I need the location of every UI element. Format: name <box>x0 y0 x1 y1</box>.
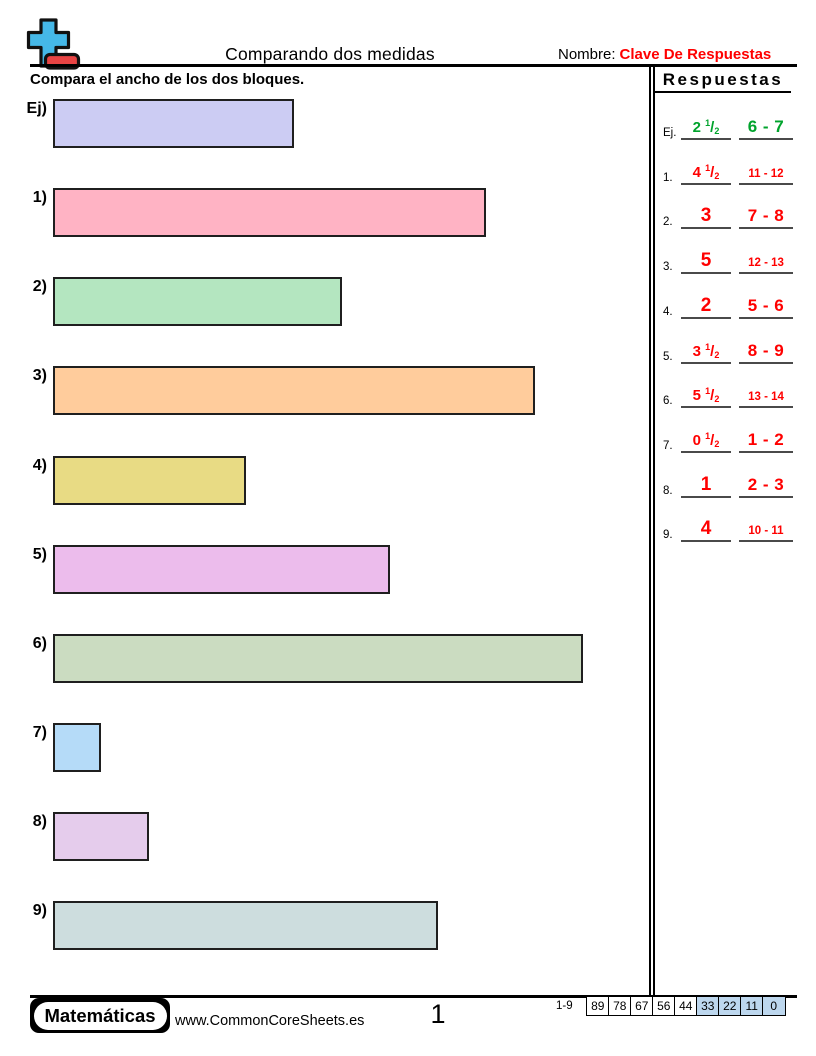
footer-rule <box>30 995 797 998</box>
problem-row: 2) <box>0 277 650 328</box>
answer-range: 2 - 3 <box>739 476 793 498</box>
answer-range: 8 - 9 <box>739 342 793 364</box>
score-cell: 11 <box>740 996 764 1016</box>
answer-measurement: 3 <box>681 206 731 229</box>
answer-row: 2. 3 7 - 8 <box>655 199 805 229</box>
page-title: Comparando dos medidas <box>225 44 435 64</box>
answer-label: 4. <box>663 306 673 318</box>
answer-range: 5 - 6 <box>739 297 793 319</box>
brand-badge-label: Matemáticas <box>33 1001 167 1030</box>
answer-row: 6. 5 1/2 13 - 14 <box>655 378 805 408</box>
problem-label: 3) <box>32 367 47 384</box>
measured-block <box>53 634 583 683</box>
answer-label: 1. <box>663 172 673 184</box>
score-cell: 33 <box>696 996 720 1016</box>
answer-measurement: 4 <box>681 519 731 542</box>
answer-row: 7. 0 1/2 1 - 2 <box>655 423 805 453</box>
answer-range: 10 - 11 <box>739 522 793 542</box>
answer-label: 9. <box>663 529 673 541</box>
answer-label: 6. <box>663 395 673 407</box>
brand-badge: Matemáticas <box>30 998 170 1033</box>
measured-block <box>53 901 438 950</box>
score-cell: 78 <box>608 996 632 1016</box>
problem-label: 4) <box>32 457 47 474</box>
problem-label: 6) <box>32 635 47 652</box>
measured-block <box>53 545 390 594</box>
problem-label: 8) <box>32 813 47 830</box>
answer-row: 1. 4 1/2 11 - 12 <box>655 155 805 185</box>
answer-row: 4. 2 5 - 6 <box>655 289 805 319</box>
score-cell: 89 <box>586 996 610 1016</box>
measured-block <box>53 277 342 326</box>
answer-label: 2. <box>663 216 673 228</box>
problem-row: 9) <box>0 901 650 952</box>
answer-measurement: 4 1/2 <box>681 163 731 185</box>
problem-label: 7) <box>32 724 47 741</box>
answer-measurement: 5 <box>681 251 731 274</box>
answer-label: 5. <box>663 351 673 363</box>
header-rule <box>30 64 797 67</box>
problems-list: Ej) 1) 2) 3) 4) 5) 6) 7) 8) 9) <box>0 99 650 952</box>
problem-label: 5) <box>32 546 47 563</box>
answer-range: 7 - 8 <box>739 207 793 229</box>
name-area: Nombre: Clave De Respuestas <box>558 46 771 63</box>
problem-label: 1) <box>32 189 47 206</box>
instruction-text: Compara el ancho de los dos bloques. <box>30 71 305 88</box>
answer-label: Ej. <box>663 127 677 139</box>
score-cell: 0 <box>762 996 786 1016</box>
problem-row: Ej) <box>0 99 650 150</box>
answer-row: 9. 4 10 - 11 <box>655 512 805 542</box>
answer-row: 5. 3 1/2 8 - 9 <box>655 334 805 364</box>
answer-range: 11 - 12 <box>739 165 793 185</box>
score-cell: 56 <box>652 996 676 1016</box>
answer-row: Ej. 2 1/2 6 - 7 <box>655 110 805 140</box>
problem-label: 2) <box>32 278 47 295</box>
answer-row: 3. 5 12 - 13 <box>655 244 805 274</box>
answer-measurement: 3 1/2 <box>681 342 731 364</box>
score-cell: 67 <box>630 996 654 1016</box>
problem-row: 4) <box>0 456 650 507</box>
answer-row: 8. 1 2 - 3 <box>655 468 805 498</box>
measured-block <box>53 456 246 505</box>
answer-label: 3. <box>663 261 673 273</box>
problem-label: Ej) <box>26 100 47 117</box>
measured-block <box>53 99 294 148</box>
problem-row: 5) <box>0 545 650 596</box>
problem-row: 7) <box>0 723 650 774</box>
measured-block <box>53 723 101 772</box>
problem-row: 8) <box>0 812 650 863</box>
score-table: 89 78 67 56 44 33 22 11 0 <box>586 996 786 1016</box>
answer-label: 7. <box>663 440 673 452</box>
answer-measurement: 0 1/2 <box>681 431 731 453</box>
answers-title: Respuestas <box>655 70 791 93</box>
measured-block <box>53 812 149 861</box>
problem-row: 1) <box>0 188 650 239</box>
answers-divider <box>649 64 655 996</box>
problem-row: 6) <box>0 634 650 685</box>
page-number: 1 <box>430 999 446 1029</box>
answer-measurement: 2 <box>681 296 731 319</box>
site-url: www.CommonCoreSheets.es <box>175 1013 365 1029</box>
name-value: Clave De Respuestas <box>619 46 772 63</box>
answer-label: 8. <box>663 485 673 497</box>
measured-block <box>53 188 486 237</box>
problem-row: 3) <box>0 366 650 417</box>
answer-measurement: 1 <box>681 475 731 498</box>
answer-range: 13 - 14 <box>739 388 793 408</box>
answer-measurement: 2 1/2 <box>681 118 731 140</box>
answer-measurement: 5 1/2 <box>681 386 731 408</box>
score-range-label: 1-9 <box>556 1000 573 1012</box>
answer-range: 12 - 13 <box>739 254 793 274</box>
answer-range: 6 - 7 <box>739 118 793 140</box>
name-label: Nombre: <box>558 46 616 63</box>
measured-block <box>53 366 535 415</box>
answer-range: 1 - 2 <box>739 431 793 453</box>
score-cell: 44 <box>674 996 698 1016</box>
problem-label: 9) <box>32 902 47 919</box>
score-cell: 22 <box>718 996 742 1016</box>
